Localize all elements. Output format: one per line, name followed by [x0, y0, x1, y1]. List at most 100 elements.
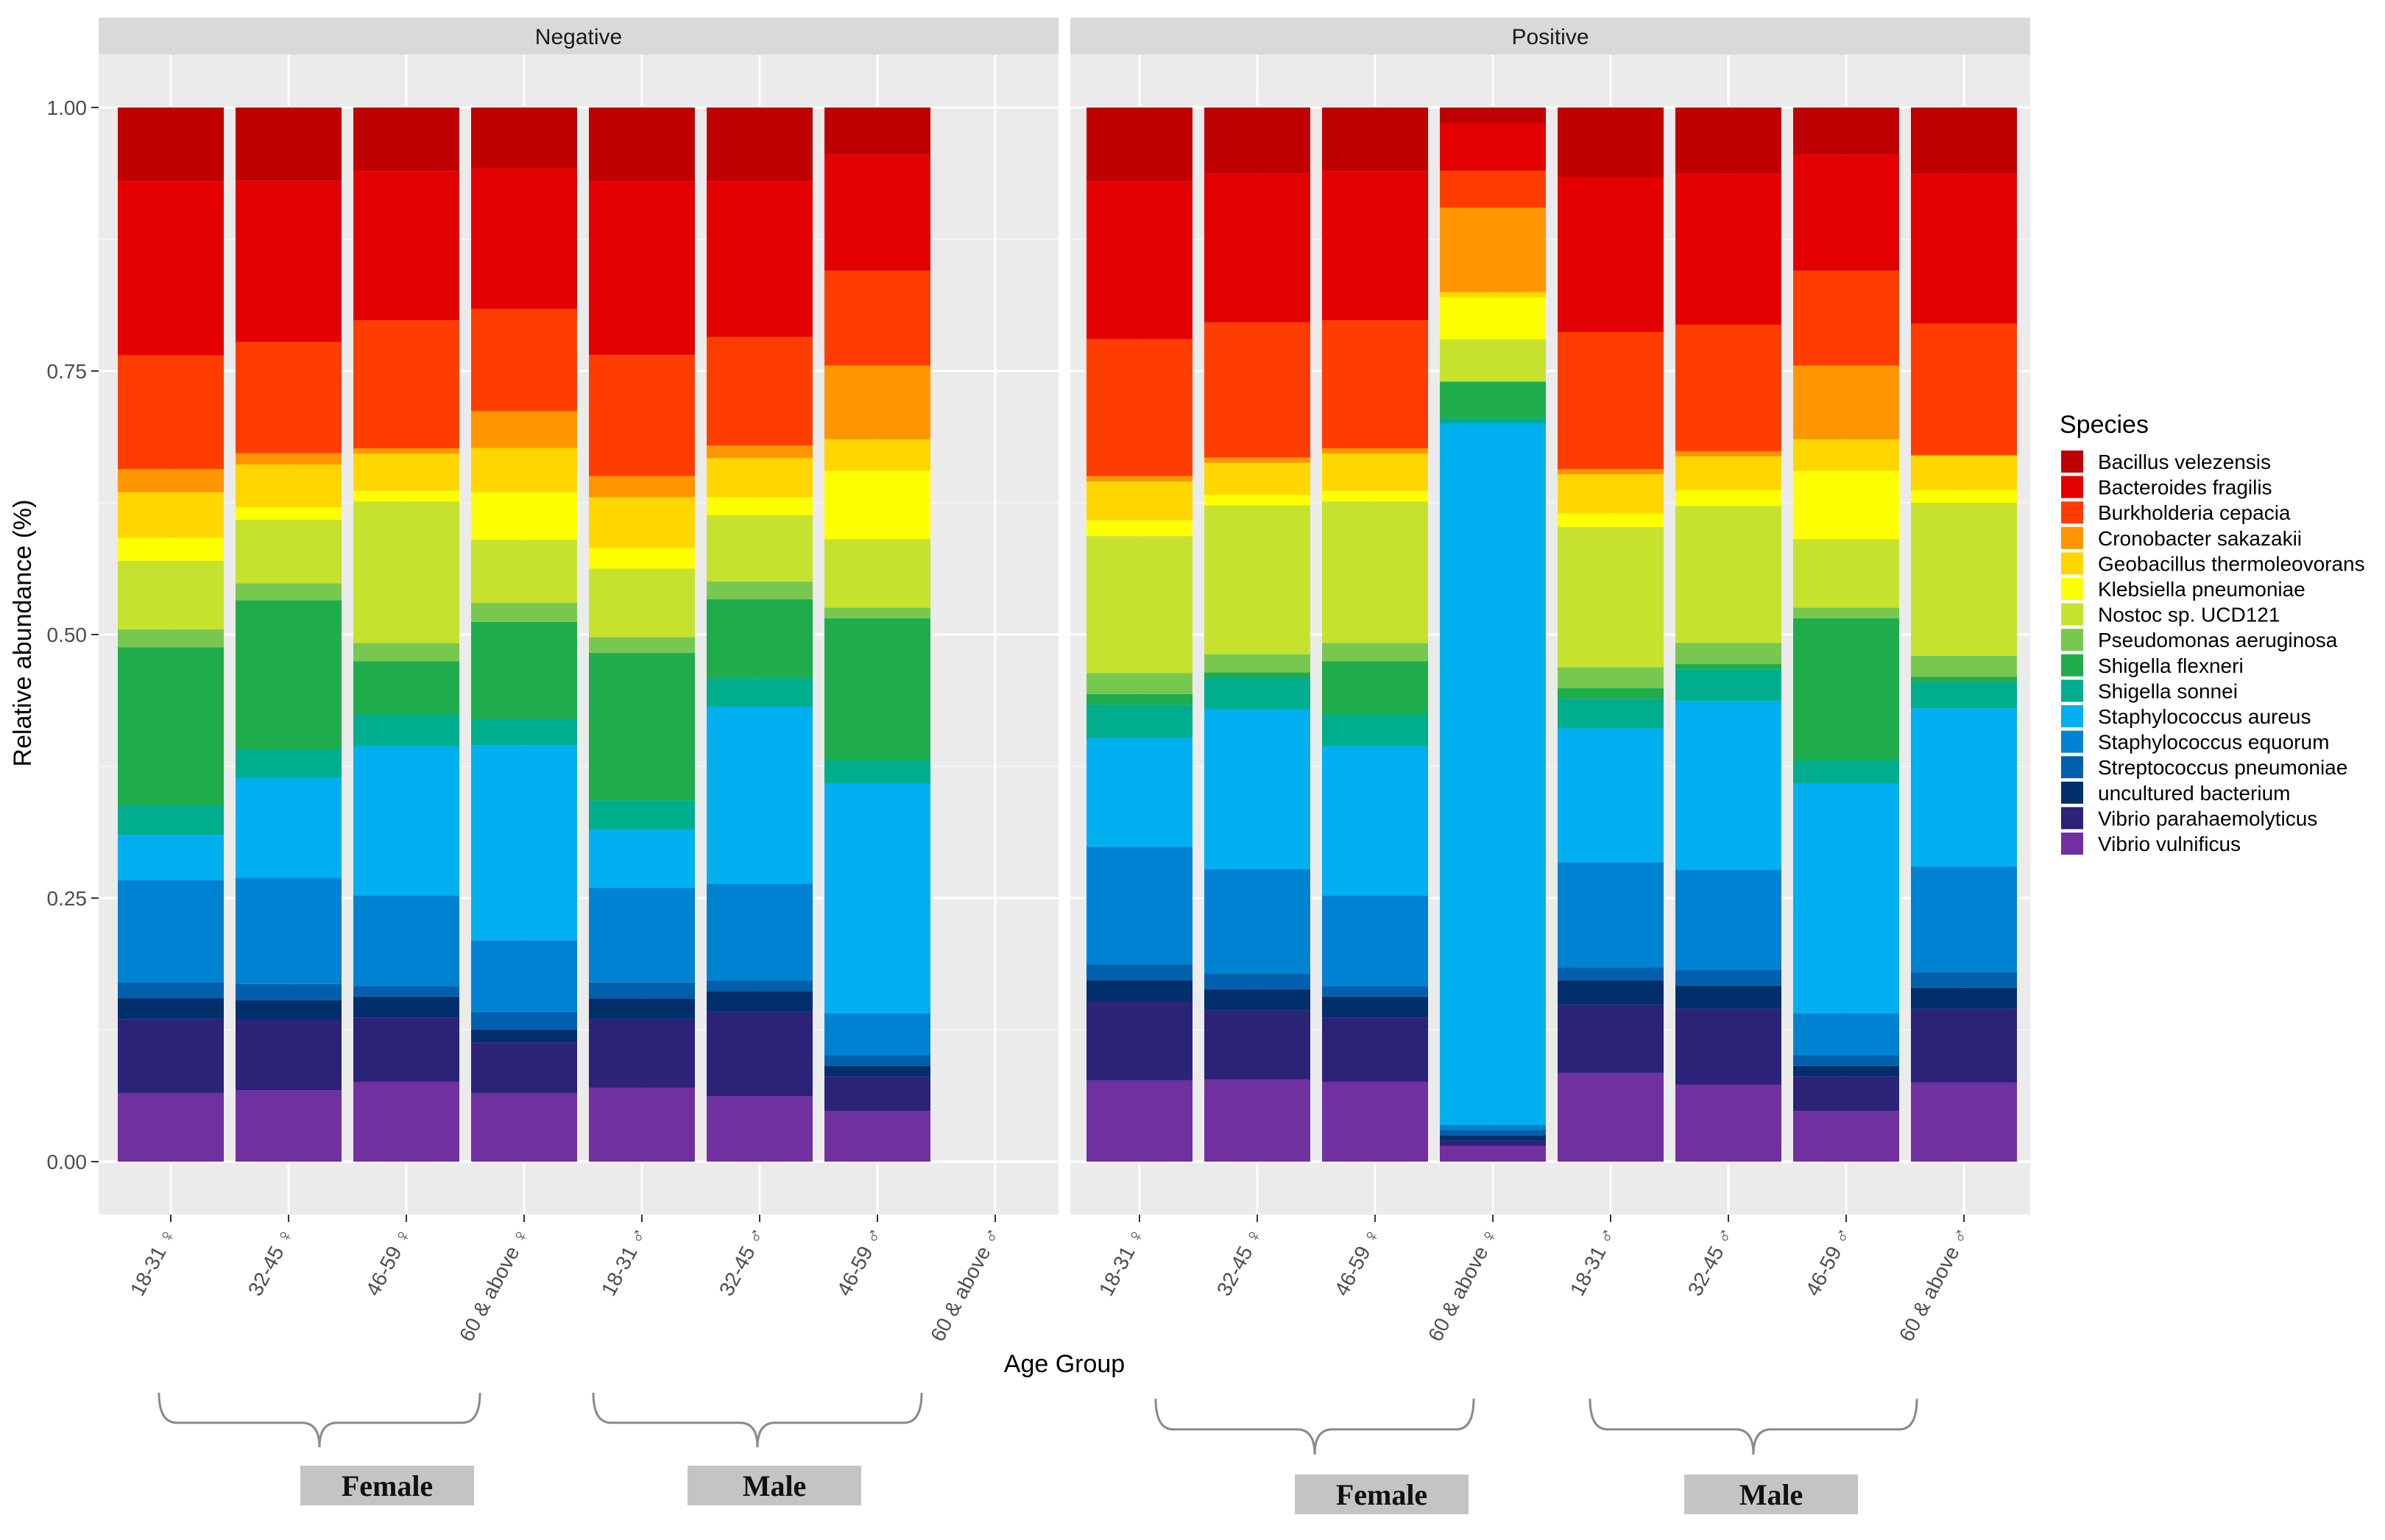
x-tick-label: 46-59 ♀ [361, 1223, 417, 1299]
group-label-box [1295, 1474, 1469, 1514]
bar-segment: Bacillus velezensis: 0.015 [1440, 107, 1546, 124]
legend-swatch [2061, 603, 2083, 626]
x-tick-label: 32-45 ♀ [1212, 1223, 1268, 1299]
bar-segment: Shigella sonnei: 0.028 [1558, 699, 1664, 729]
bar-segment: Bacillus velezensis: 0.069 [236, 107, 342, 181]
bar-segment: Staphylococcus equorum: 0.086 [353, 895, 459, 986]
bar-negative-1: Vibrio vulnificus: 0.068Vibrio parahaemo… [236, 107, 342, 1162]
bar-segment: Geobacillus thermoleovorans: 0.043 [118, 492, 224, 538]
bar-segment: Cronobacter sakazakii: 0.005 [353, 448, 459, 454]
bar-segment: Geobacillus thermoleovorans: 0.035 [353, 453, 459, 491]
legend-label: Streptococcus pneumoniae [2098, 756, 2347, 779]
bar-segment: Shigella flexneri: 0.051 [353, 661, 459, 715]
legend-label: Cronobacter sakazakii [2098, 527, 2302, 550]
group-label: Female [342, 1469, 433, 1502]
legend-label: Bacteroides fragilis [2098, 476, 2272, 499]
bar-segment: Shigella flexneri: 0.135 [1793, 618, 1899, 760]
x-axis: 18-31 ♀ 32-45 ♀ 46-59 ♀ 60 & above ♀ 18-31 ♂… [126, 1215, 1974, 1345]
bar-segment: uncultured bacterium: 0.020 [589, 998, 695, 1020]
bar-segment: Nostoc sp. UCD121: 0.130 [1086, 536, 1192, 674]
bar-segment: Burkholderia cepacia: 0.103 [707, 336, 813, 446]
bar-segment: Geobacillus thermoleovorans: 0.032 [1675, 456, 1781, 490]
bar-segment: Pseudomonas aeruginosa: 0.015 [589, 637, 695, 654]
bar-segment: Geobacillus thermoleovorans: 0.005 [1440, 292, 1546, 297]
x-tick-label: 46-59 ♂ [833, 1223, 888, 1299]
bar-segment: Pseudomonas aeruginosa: 0.020 [1675, 643, 1781, 665]
bar-segment: Staphylococcus equorum: 0.092 [707, 883, 813, 981]
bar-segment: Burkholderia cepacia: 0.115 [589, 355, 695, 476]
x-tick-label: 46-59 ♂ [1801, 1223, 1856, 1299]
legend-swatch [2061, 654, 2083, 677]
bar-segment: uncultured bacterium: 0.005 [1440, 1135, 1546, 1141]
legend-title: Species [2060, 411, 2149, 439]
facet-strip-label: Positive [1511, 25, 1589, 49]
bar-segment: Shigella flexneri: 0.150 [118, 647, 224, 805]
legend-label: Staphylococcus equorum [2098, 731, 2329, 754]
bar-segment: Staphylococcus aureus: 0.095 [236, 777, 342, 878]
bar-segment: Cronobacter sakazakii: 0.005 [1204, 457, 1310, 463]
bar-segment: uncultured bacterium: 0.020 [1322, 996, 1428, 1018]
y-axis-title: Relative abundance (%) [9, 500, 37, 767]
bar-segment: Shigella sonnei: 0.030 [1322, 714, 1428, 746]
bar-segment: Vibrio vulnificus: 0.078 [1204, 1079, 1310, 1162]
bar-segment: Vibrio vulnificus: 0.084 [1558, 1073, 1664, 1162]
legend-label: Klebsiella pneumoniae [2098, 578, 2306, 601]
bar-segment: uncultured bacterium: 0.022 [1675, 985, 1781, 1009]
legend-label: Burkholderia cepacia [2098, 501, 2291, 524]
bar-segment: Shigella sonnei: 0.022 [1793, 760, 1899, 784]
bar-positive-2: Vibrio vulnificus: 0.076Vibrio parahaemo… [1322, 107, 1428, 1162]
bar-segment: Streptococcus pneumoniae: 0.015 [1911, 972, 2017, 988]
bar-positive-1: Vibrio vulnificus: 0.078Vibrio parahaemo… [1204, 107, 1310, 1162]
y-tick-label: 0.50 [47, 624, 88, 646]
bar-segment: Shigella flexneri: 0.135 [824, 618, 930, 760]
legend-swatch [2061, 705, 2083, 727]
bar-segment: Vibrio parahaemolyticus: 0.066 [1204, 1010, 1310, 1080]
legend-swatch [2061, 756, 2083, 779]
bar-segment: uncultured bacterium: 0.020 [1086, 980, 1192, 1002]
bar-segment: uncultured bacterium: 0.023 [1558, 980, 1664, 1005]
bar-segment: Pseudomonas aeruginosa: 0.020 [1911, 655, 2017, 677]
bar-segment: Shigella flexneri: 0.051 [1322, 661, 1428, 715]
bar-segment: Cronobacter sakazakii: 0.070 [824, 365, 930, 439]
facet-strip-label: Negative [535, 25, 622, 49]
bar-segment: Vibrio vulnificus: 0.048 [1793, 1111, 1899, 1162]
bar-segment: Staphylococcus aureus: 0.168 [707, 706, 813, 884]
bar-segment: Streptococcus pneumoniae: 0.010 [353, 986, 459, 997]
bar-segment: Vibrio parahaemolyticus: 0.068 [236, 1019, 342, 1091]
bar-segment: Bacillus velezensis: 0.070 [1086, 107, 1192, 182]
legend-swatch [2061, 501, 2083, 524]
bar-segment: Pseudomonas aeruginosa: 0.017 [1322, 643, 1428, 662]
bar-segment: Shigella sonnei: 0.028 [118, 805, 224, 836]
group-label: Female [1336, 1478, 1427, 1511]
bar-segment: Klebsiella pneumoniae: 0.065 [824, 470, 930, 540]
bar-segment: Vibrio parahaemolyticus: 0.061 [1322, 1017, 1428, 1082]
panel-positive: PositiveVibrio vulnificus: 0.077Vibrio p… [1070, 18, 2030, 1215]
bar-segment: Burkholderia cepacia: 0.130 [1086, 339, 1192, 476]
bar-segment: Streptococcus pneumoniae: 0.010 [1322, 986, 1428, 997]
bar-segment: Pseudomonas aeruginosa: 0.018 [471, 603, 577, 622]
bar-segment: Shigella sonnei: 0.030 [353, 714, 459, 746]
legend-swatch [2061, 451, 2083, 473]
bar-segment: Bacteroides fragilis: 0.142 [1911, 174, 2017, 324]
bar-segment: Staphylococcus aureus: 0.218 [824, 783, 930, 1014]
bar-segment: Nostoc sp. UCD121: 0.060 [236, 519, 342, 584]
bar-segment: Klebsiella pneumoniae: 0.022 [118, 537, 224, 561]
bar-segment: Staphylococcus equorum: 0.095 [1675, 869, 1781, 970]
bar-segment: Staphylococcus equorum: 0.097 [118, 880, 224, 983]
bar-segment: Burkholderia cepacia: 0.090 [1793, 270, 1899, 366]
bar-segment: Bacillus velezensis: 0.045 [824, 107, 930, 155]
bar-segment: Vibrio vulnificus: 0.065 [118, 1092, 224, 1162]
bar-segment: Bacteroides fragilis: 0.153 [236, 180, 342, 342]
bar-segment: Staphylococcus equorum: 0.112 [1086, 847, 1192, 965]
bar-segment: Pseudomonas aeruginosa: 0.017 [1204, 654, 1310, 673]
bar-segment: Cronobacter sakazakii: 0.012 [707, 445, 813, 459]
group-label-box [688, 1466, 861, 1505]
bar-segment: Cronobacter sakazakii: 0.022 [118, 469, 224, 492]
bar-segment: Streptococcus pneumoniae: 0.005 [1440, 1130, 1546, 1136]
bar-segment: Staphylococcus aureus: 0.055 [589, 830, 695, 889]
bar-segment: Staphylococcus aureus: 0.103 [1086, 738, 1192, 847]
bar-segment: uncultured bacterium: 0.018 [236, 1000, 342, 1020]
bar-segment: Klebsiella pneumoniae: 0.045 [471, 492, 577, 540]
bar-segment: Klebsiella pneumoniae: 0.012 [236, 507, 342, 520]
bar-segment: Streptococcus pneumoniae: 0.010 [824, 1055, 930, 1066]
